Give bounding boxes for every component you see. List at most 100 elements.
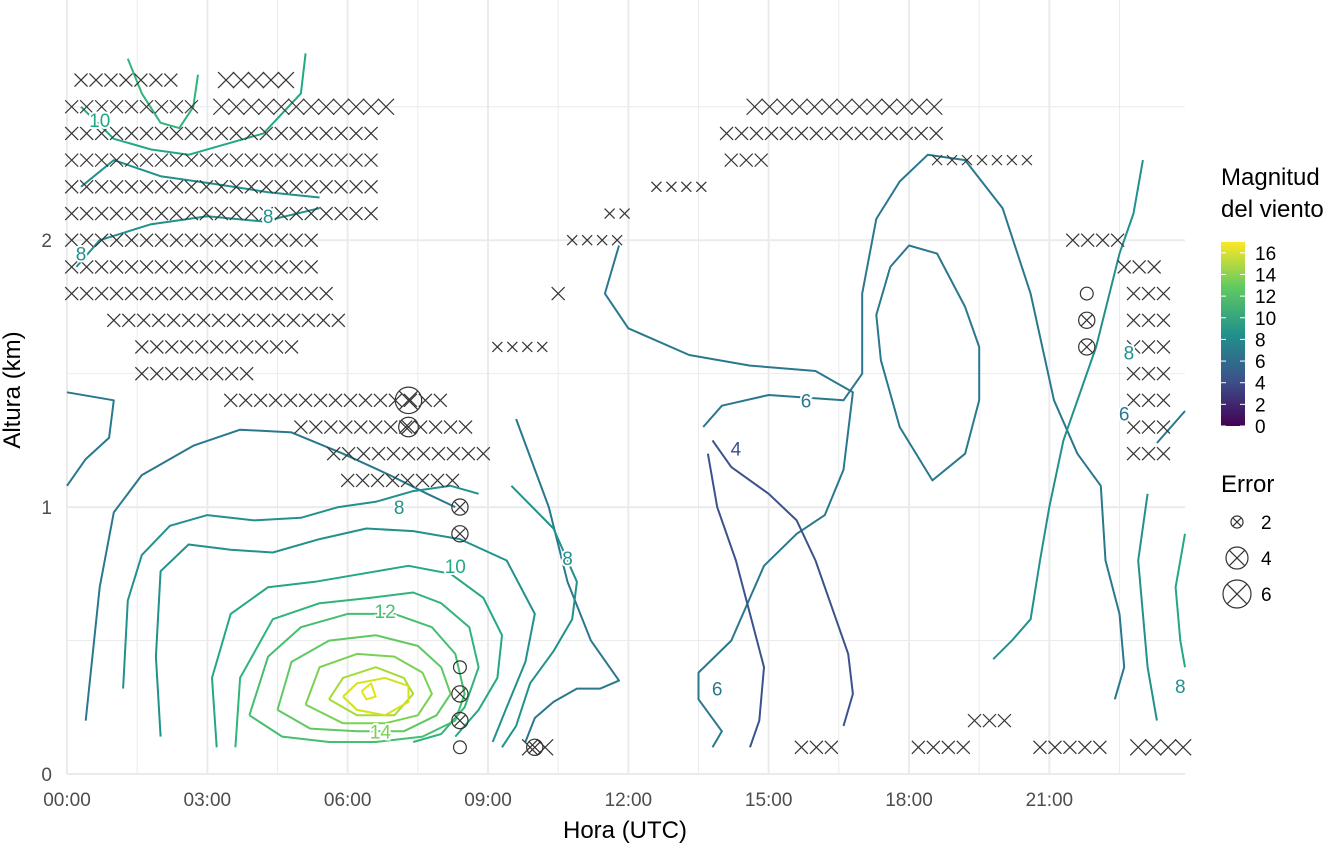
contour-label-3: 8 <box>394 498 405 519</box>
error-marker <box>94 233 109 248</box>
error-marker <box>1095 233 1110 248</box>
error-marker <box>1141 366 1156 381</box>
color-legend-label: 14 <box>1255 265 1277 286</box>
error-circle-marker <box>526 738 544 757</box>
error-marker <box>370 473 385 488</box>
error-marker <box>229 233 244 248</box>
error-marker <box>224 366 239 381</box>
error-marker <box>1156 393 1171 408</box>
error-marker <box>274 179 289 194</box>
error-marker <box>1126 286 1141 301</box>
error-marker <box>415 473 430 488</box>
error-marker <box>304 286 319 301</box>
error-marker <box>244 233 259 248</box>
error-marker <box>326 446 341 461</box>
error-marker <box>925 98 943 116</box>
size-legend-item-4: 4 <box>1225 546 1272 570</box>
error-marker <box>1077 740 1092 755</box>
error-marker <box>229 126 244 141</box>
error-marker <box>217 71 235 89</box>
error-marker <box>1065 233 1080 248</box>
error-marker <box>199 233 214 248</box>
error-marker <box>272 98 290 116</box>
contour-line-8-20 <box>992 159 1144 660</box>
error-marker <box>343 393 358 408</box>
error-marker <box>139 99 154 114</box>
error-marker <box>124 99 139 114</box>
error-marker <box>274 286 289 301</box>
color-legend-label: 6 <box>1255 352 1266 373</box>
error-marker <box>809 126 824 141</box>
error-marker <box>64 179 79 194</box>
error-marker <box>277 71 295 89</box>
contour-line-6-0 <box>66 391 115 487</box>
error-marker <box>604 208 616 219</box>
error-marker <box>239 366 254 381</box>
error-marker <box>239 340 254 354</box>
error-marker <box>334 153 349 168</box>
x-tick-label: 18:00 <box>885 790 933 811</box>
error-marker <box>1092 740 1107 755</box>
error-marker <box>229 259 244 274</box>
error-marker <box>259 126 274 141</box>
error-marker <box>179 366 194 381</box>
error-marker <box>334 179 349 194</box>
contour-label-1: 8 <box>263 207 274 228</box>
contour-line-4-6 <box>711 439 854 727</box>
error-marker <box>1147 259 1162 274</box>
x-tick-label: 12:00 <box>605 790 653 811</box>
error-marker <box>184 286 199 301</box>
error-marker <box>287 98 305 116</box>
error-marker <box>214 153 229 168</box>
error-marker <box>94 126 109 141</box>
size-legend-label: 4 <box>1261 549 1272 570</box>
error-marker <box>319 179 334 194</box>
y-tick-label: 1 <box>41 498 52 519</box>
error-marker <box>244 286 259 301</box>
error-marker <box>946 154 958 166</box>
error-marker <box>194 340 209 354</box>
error-marker <box>184 126 199 141</box>
error-marker <box>884 126 899 141</box>
error-marker <box>304 259 319 274</box>
error-marker <box>319 126 334 141</box>
error-marker <box>289 233 304 248</box>
error-marker <box>521 738 539 756</box>
error-marker <box>79 99 94 114</box>
error-marker <box>332 98 350 116</box>
error-marker <box>169 99 184 114</box>
error-marker <box>79 259 94 274</box>
error-marker <box>476 446 491 461</box>
x-tick-label: 21:00 <box>1026 790 1074 811</box>
error-marker <box>229 286 244 301</box>
error-marker <box>911 740 926 755</box>
error-marker <box>650 181 662 193</box>
error-marker <box>377 98 395 116</box>
error-marker <box>719 126 734 141</box>
error-marker <box>184 259 199 274</box>
error-marker <box>94 179 109 194</box>
x-tick-label: 00:00 <box>43 790 91 811</box>
error-marker <box>121 313 136 328</box>
contour-line-10-12 <box>211 564 503 748</box>
error-marker <box>244 126 259 141</box>
error-circle-marker <box>398 416 419 438</box>
size-legend-title: Error <box>1221 471 1274 498</box>
error-marker <box>1033 740 1047 755</box>
error-marker <box>259 153 274 168</box>
error-marker <box>349 126 364 141</box>
error-marker <box>259 206 274 221</box>
error-marker <box>181 313 196 328</box>
error-marker <box>1110 233 1125 248</box>
error-marker <box>227 98 245 116</box>
error-circle-marker <box>451 498 469 516</box>
y-axis-ticks: 0 1 2 <box>41 231 52 786</box>
error-marker <box>79 206 94 221</box>
error-marker <box>304 126 319 141</box>
error-marker <box>1159 738 1177 756</box>
error-marker <box>214 206 229 221</box>
error-marker <box>79 233 94 248</box>
color-legend-bar <box>1221 242 1245 426</box>
error-marker <box>166 313 181 328</box>
